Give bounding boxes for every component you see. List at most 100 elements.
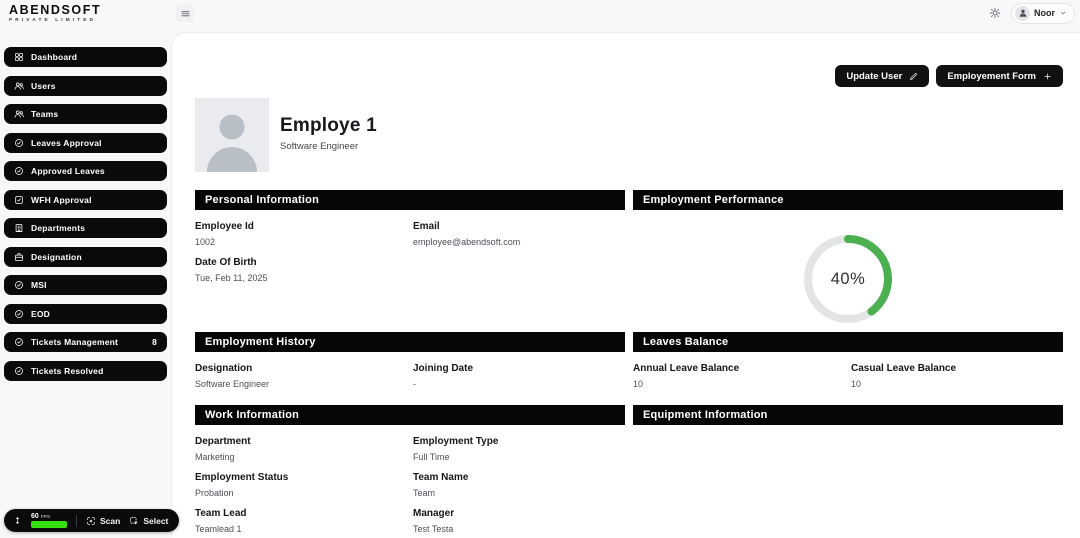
section-header: Employment Performance [633, 190, 1063, 210]
select-icon [129, 516, 139, 526]
sidebar-item-users[interactable]: Users [4, 75, 167, 96]
field-label: Joining Date [413, 363, 474, 374]
sun-icon [989, 7, 1001, 19]
sidebar-item-label: Tickets Management [31, 337, 119, 347]
check-circle-icon [14, 337, 24, 347]
sidebar-item-label: WFH Approval [31, 194, 92, 205]
sidebar-item-leaves-approval[interactable]: Leaves Approval [4, 132, 167, 153]
section-employment-history: Employment History Designation Software … [195, 332, 625, 405]
field-value: Full Time [413, 452, 450, 462]
hamburger-icon [180, 8, 191, 19]
employee-avatar [195, 98, 269, 172]
check-square-icon [14, 195, 24, 205]
fps-unit: FPS [40, 515, 51, 520]
user-menu[interactable]: Noor [1011, 2, 1075, 24]
employee-name: Employe 1 [280, 115, 377, 136]
field-label: Team Lead [195, 508, 247, 519]
sidebar-item-wfh-approval[interactable]: WFH Approval [4, 189, 167, 210]
select-button[interactable]: Select [129, 516, 168, 526]
check-circle-icon [14, 280, 24, 290]
employee-role: Software Engineer [280, 141, 359, 152]
sidebar-item-designation[interactable]: Designation [4, 246, 167, 267]
sidebar-item-tickets-resolved[interactable]: Tickets Resolved [4, 360, 167, 381]
field-label: Annual Leave Balance [633, 363, 740, 374]
field-casual-leave-balance: Casual Leave Balance 10 [851, 363, 1063, 389]
brand-name: ABENDSOFT [9, 3, 102, 17]
sidebar-item-label: EOD [31, 308, 51, 319]
pencil-icon [909, 72, 918, 81]
field-label: Employee Id [195, 221, 254, 232]
field-value: - [413, 379, 416, 389]
briefcase-icon [14, 252, 24, 262]
profile-meta: Employe 1 Software Engineer [280, 98, 377, 172]
section-personal-information: Personal Information Employee Id 1002 Da… [195, 190, 625, 332]
employment-form-button[interactable]: Employement Form [936, 65, 1063, 87]
section-header: Leaves Balance [633, 332, 1063, 352]
sidebar-item-label: Approved Leaves [31, 166, 105, 176]
field-value: Test Testa [413, 524, 454, 534]
field-label: Manager [413, 508, 455, 519]
users-icon [14, 81, 24, 91]
theme-toggle-button[interactable] [989, 7, 1001, 19]
sidebar-item-tickets-management[interactable]: Tickets Management 8 [4, 332, 167, 352]
sidebar-item-label: Designation [31, 251, 82, 262]
sidebar-item-label: Dashboard [31, 52, 78, 62]
field-label: Employment Status [195, 472, 289, 483]
sidebar-item-dashboard[interactable]: Dashboard [4, 47, 167, 67]
brand-tagline: PRIVATE LIMITED [9, 17, 97, 23]
section-header: Employment History [195, 332, 625, 352]
section-equipment-information: Equipment Information [633, 405, 1063, 538]
section-header: Equipment Information [633, 405, 1063, 425]
sidebar: Dashboard Users Teams Leaves Approval Ap… [4, 47, 167, 381]
field-label: Designation [195, 363, 253, 374]
topbar-right-controls: Noor [989, 0, 1075, 26]
dashboard-grid-icon [14, 52, 24, 62]
select-label: Select [143, 515, 169, 526]
field-value: Teamlead 1 [195, 524, 242, 534]
field-value: Team [413, 488, 436, 498]
sections-grid: Personal Information Employee Id 1002 Da… [195, 190, 1063, 538]
section-work-information: Work Information Department Marketing Em… [195, 405, 625, 538]
person-icon [1018, 8, 1028, 18]
field-employment-type: Employment Type Full Time [413, 436, 625, 462]
page-actions: Update User Employement Form [835, 65, 1063, 87]
brand-logo: ABENDSOFT PRIVATE LIMITED [9, 4, 101, 23]
field-value: 10 [633, 379, 644, 389]
sidebar-item-msi[interactable]: MSI [4, 275, 167, 295]
scan-button[interactable]: Scan [86, 516, 120, 526]
scan-label: Scan [100, 515, 121, 526]
performance-ring-chart [804, 235, 892, 323]
sidebar-item-label: Departments [31, 223, 86, 233]
plus-icon [1043, 72, 1052, 81]
field-value: Tue, Feb 11, 2025 [195, 273, 268, 283]
field-value: Probation [195, 488, 234, 498]
avatar-placeholder-icon [195, 98, 269, 172]
field-annual-leave-balance: Annual Leave Balance 10 [633, 363, 851, 389]
sidebar-item-teams[interactable]: Teams [4, 104, 167, 124]
field-manager: Manager Test Testa [413, 508, 625, 534]
field-label: Employment Type [413, 436, 499, 447]
top-bar: ABENDSOFT PRIVATE LIMITED Noor [0, 0, 1080, 26]
field-employee-id: Employee Id 1002 [195, 221, 413, 247]
section-header: Work Information [195, 405, 625, 425]
update-user-label: Update User [846, 70, 903, 82]
field-date-of-birth: Date Of Birth Tue, Feb 11, 2025 [195, 257, 413, 283]
scan-icon [86, 516, 96, 526]
fps-meter: 60 FPS [31, 513, 67, 528]
fps-value: 60 [31, 513, 39, 520]
sidebar-toggle-button[interactable] [176, 4, 194, 22]
sidebar-item-eod[interactable]: EOD [4, 303, 167, 324]
field-designation: Designation Software Engineer [195, 363, 413, 389]
field-team-name: Team Name Team [413, 472, 625, 498]
update-user-button[interactable]: Update User [835, 65, 930, 87]
check-circle-icon [14, 309, 24, 319]
devtools-pill[interactable]: 60 FPS Scan Select [4, 509, 180, 532]
check-circle-icon [14, 366, 24, 376]
performance-ring: 40% [804, 235, 892, 323]
field-label: Casual Leave Balance [851, 363, 957, 374]
sidebar-item-approved-leaves[interactable]: Approved Leaves [4, 161, 167, 181]
sidebar-item-departments[interactable]: Departments [4, 218, 167, 238]
sidebar-item-label: MSI [31, 280, 47, 290]
sidebar-item-label: Leaves Approval [31, 137, 102, 148]
field-label: Email [413, 221, 440, 232]
